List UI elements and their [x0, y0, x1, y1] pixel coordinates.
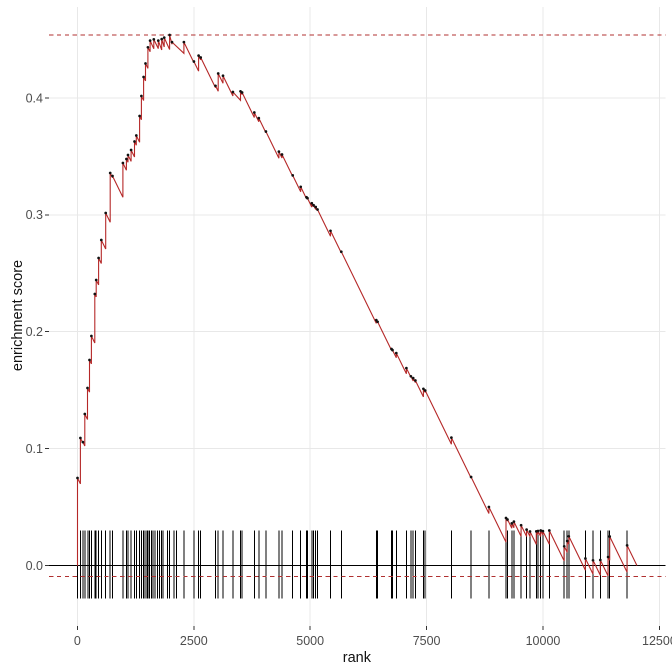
svg-text:0.0: 0.0: [26, 559, 43, 573]
svg-text:0.2: 0.2: [26, 325, 43, 339]
svg-text:5000: 5000: [296, 634, 324, 648]
svg-text:2500: 2500: [180, 634, 208, 648]
svg-text:enrichment score: enrichment score: [10, 260, 26, 371]
svg-text:0.1: 0.1: [26, 442, 43, 456]
svg-text:0: 0: [74, 634, 81, 648]
svg-text:7500: 7500: [413, 634, 441, 648]
svg-text:10000: 10000: [526, 634, 561, 648]
svg-text:0.3: 0.3: [26, 208, 43, 222]
svg-text:rank: rank: [343, 650, 372, 666]
svg-text:0.4: 0.4: [26, 91, 43, 105]
